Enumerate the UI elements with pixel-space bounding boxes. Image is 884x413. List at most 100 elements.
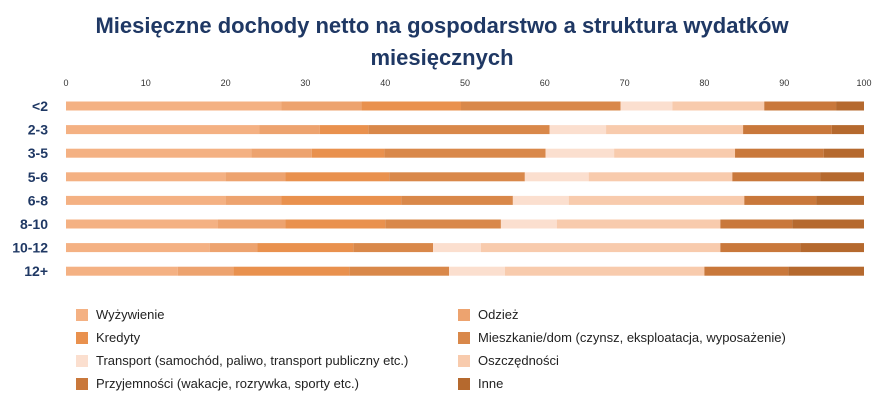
- x-tick-label: 0: [63, 78, 68, 88]
- bar-segment: [743, 125, 832, 135]
- bar-segment: [66, 101, 282, 111]
- chart-title-line2: miesięcznych: [370, 45, 514, 70]
- bar-segment: [720, 219, 793, 229]
- bar-segment: [788, 266, 864, 276]
- legend-item: Kredyty: [76, 330, 140, 345]
- bar-segment: [66, 148, 252, 158]
- x-tick-label: 70: [620, 78, 630, 88]
- bar-segment: [433, 243, 481, 253]
- bar-segment: [251, 148, 312, 158]
- bar-segment: [524, 172, 589, 182]
- category-label: 12+: [24, 263, 48, 279]
- x-tick-label: 50: [460, 78, 470, 88]
- legend-item: Odzież: [458, 307, 518, 322]
- bar-segment: [225, 172, 286, 182]
- bar-segment: [66, 172, 226, 182]
- bar-segment: [177, 266, 234, 276]
- x-tick-label: 40: [380, 78, 390, 88]
- bar-segment: [720, 243, 801, 253]
- category-label: 10-12: [12, 240, 48, 256]
- bar-segment: [568, 195, 745, 205]
- legend-item: Przyjemności (wakacje, rozrywka, sporty …: [76, 376, 359, 391]
- bar-segment: [735, 148, 824, 158]
- bar-segment: [368, 125, 550, 135]
- stacked-bar-chart: 0 10 20 30 40 50 60 70 80 90 100 <2 2-3 3-5 5-6 6-8 8-10…: [12, 78, 871, 279]
- bar-segment: [704, 266, 789, 276]
- bar-segment: [257, 243, 354, 253]
- bar-segment: [549, 125, 607, 135]
- bar-segment: [66, 219, 218, 229]
- category-label: 6-8: [28, 192, 48, 208]
- bar-segment: [361, 101, 462, 111]
- x-tick-label: 100: [856, 78, 871, 88]
- bar-segment: [449, 266, 505, 276]
- bar-segment: [311, 148, 385, 158]
- legend-item: Wyżywienie: [76, 307, 165, 322]
- bar-segment: [259, 125, 320, 135]
- legend-swatch: [458, 331, 470, 344]
- legend-label: Przyjemności (wakacje, rozrywka, sporty …: [96, 376, 359, 391]
- x-tick-label: 20: [221, 78, 231, 88]
- bar-segment: [836, 101, 864, 111]
- legend-item: Inne: [458, 376, 503, 391]
- category-label: <2: [32, 98, 48, 114]
- bar-segment: [588, 172, 733, 182]
- bar-segment: [792, 219, 864, 229]
- legend-swatch: [458, 354, 470, 367]
- bar-segment: [225, 195, 282, 205]
- bar-segment: [385, 219, 501, 229]
- bar-segment: [614, 148, 736, 158]
- bar-segment: [66, 195, 226, 205]
- x-tick-label: 60: [540, 78, 550, 88]
- bar-segment: [384, 148, 546, 158]
- bar-segment: [620, 101, 673, 111]
- bar-segment: [319, 125, 369, 135]
- bar-segment: [512, 195, 569, 205]
- x-tick-label: 10: [141, 78, 151, 88]
- legend-item: Transport (samochód, paliwo, transport p…: [76, 353, 408, 368]
- bar-segment: [504, 266, 705, 276]
- legend-label: Oszczędności: [478, 353, 559, 368]
- bar-segment: [281, 101, 362, 111]
- bar-segment: [732, 172, 821, 182]
- x-tick-label: 80: [699, 78, 709, 88]
- legend-label: Transport (samochód, paliwo, transport p…: [96, 353, 409, 368]
- legend-label: Mieszkanie/dom (czynsz, eksploatacja, wy…: [478, 330, 786, 345]
- bar-segment: [285, 172, 390, 182]
- bar-segment: [556, 219, 721, 229]
- bar-segment: [816, 195, 864, 205]
- bar-segment: [500, 219, 557, 229]
- bar-segment: [209, 243, 258, 253]
- bar-segment: [764, 101, 837, 111]
- bar-segment: [281, 195, 402, 205]
- bar-segment: [401, 195, 513, 205]
- legend-item: Oszczędności: [458, 353, 559, 368]
- legend-label: Odzież: [478, 307, 519, 322]
- bar-segment: [349, 266, 450, 276]
- bar-segment: [545, 148, 615, 158]
- chart-title: Miesięczne dochody netto na gospodarstwo…: [0, 10, 884, 74]
- legend-swatch: [76, 354, 88, 367]
- legend-item: Mieszkanie/dom (czynsz, eksploatacja, wy…: [458, 330, 786, 345]
- legend-swatch: [76, 377, 88, 390]
- legend-swatch: [458, 308, 470, 321]
- legend-label: Wyżywienie: [96, 307, 165, 322]
- legend-swatch: [458, 377, 470, 390]
- x-tick-label: 90: [779, 78, 789, 88]
- bar-segment: [480, 243, 721, 253]
- x-tick-label: 30: [300, 78, 310, 88]
- bar-segment: [353, 243, 434, 253]
- bar-segment: [800, 243, 864, 253]
- category-label: 5-6: [28, 169, 48, 185]
- bar-segment: [217, 219, 286, 229]
- bar-segment: [461, 101, 621, 111]
- bar-segment: [66, 243, 210, 253]
- bar-segment: [66, 266, 178, 276]
- bar-segment: [389, 172, 525, 182]
- bar-segment: [744, 195, 817, 205]
- chart-title-line1: Miesięczne dochody netto na gospodarstwo…: [95, 13, 789, 38]
- bar-segment: [66, 125, 260, 135]
- category-label: 8-10: [20, 216, 48, 232]
- bar-segment: [823, 148, 864, 158]
- category-label: 2-3: [28, 122, 48, 138]
